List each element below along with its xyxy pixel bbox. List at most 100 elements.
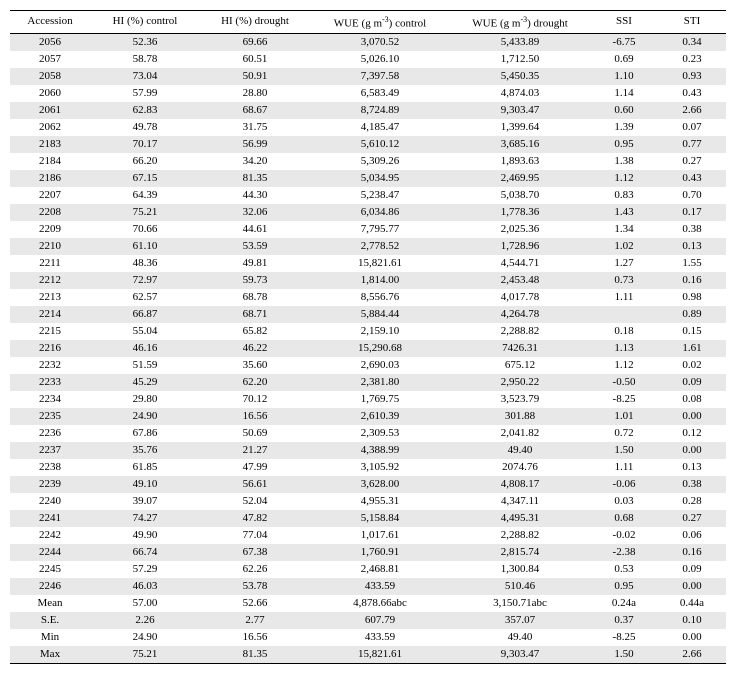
cell-accession: 2244: [10, 544, 90, 561]
cell-accession: 2232: [10, 357, 90, 374]
cell-ssi: 0.37: [590, 612, 658, 629]
cell-ssi: 1.02: [590, 238, 658, 255]
cell-accession: 2245: [10, 561, 90, 578]
cell-sti: 0.27: [658, 153, 726, 170]
cell-wue_drought: 49.40: [450, 442, 590, 459]
cell-wue_control: 15,821.61: [310, 646, 450, 664]
cell-hi_control: 61.10: [90, 238, 200, 255]
cell-wue_drought: 301.88: [450, 408, 590, 425]
cell-ssi: -8.25: [590, 391, 658, 408]
cell-wue_drought: 2,815.74: [450, 544, 590, 561]
cell-wue_control: 2,468.81: [310, 561, 450, 578]
cell-wue_drought: 1,728.96: [450, 238, 590, 255]
cell-hi_control: 45.29: [90, 374, 200, 391]
cell-ssi: 1.50: [590, 442, 658, 459]
table-row: 205873.0450.917,397.585,450.351.100.93: [10, 68, 726, 85]
cell-hi_drought: 32.06: [200, 204, 310, 221]
cell-accession: 2233: [10, 374, 90, 391]
cell-hi_control: 29.80: [90, 391, 200, 408]
cell-accession: 2056: [10, 33, 90, 51]
table-row: 206057.9928.806,583.494,874.031.140.43: [10, 85, 726, 102]
cell-hi_control: 74.27: [90, 510, 200, 527]
cell-wue_control: 8,556.76: [310, 289, 450, 306]
cell-wue_drought: 4,264.78: [450, 306, 590, 323]
cell-ssi: 0.72: [590, 425, 658, 442]
table-header-row: AccessionHI (%) controlHI (%) droughtWUE…: [10, 11, 726, 34]
cell-wue_control: 3,070.52: [310, 33, 450, 51]
cell-wue_drought: 2,025.36: [450, 221, 590, 238]
col-header-accession: Accession: [10, 11, 90, 34]
cell-sti: 1.55: [658, 255, 726, 272]
cell-wue_drought: 675.12: [450, 357, 590, 374]
cell-wue_control: 433.59: [310, 578, 450, 595]
cell-wue_drought: 4,808.17: [450, 476, 590, 493]
cell-hi_drought: 16.56: [200, 629, 310, 646]
cell-sti: 0.17: [658, 204, 726, 221]
cell-sti: 0.89: [658, 306, 726, 323]
table-row: 220764.3944.305,238.475,038.700.830.70: [10, 187, 726, 204]
cell-sti: 0.02: [658, 357, 726, 374]
table-row: 205652.3669.663,070.525,433.89-6.750.34: [10, 33, 726, 51]
cell-hi_control: 57.29: [90, 561, 200, 578]
cell-ssi: 0.18: [590, 323, 658, 340]
cell-wue_drought: 49.40: [450, 629, 590, 646]
cell-wue_drought: 357.07: [450, 612, 590, 629]
cell-sti: 0.07: [658, 119, 726, 136]
table-row: 221061.1053.592,778.521,728.961.020.13: [10, 238, 726, 255]
cell-accession: 2208: [10, 204, 90, 221]
cell-hi_drought: 44.61: [200, 221, 310, 238]
cell-ssi: -0.02: [590, 527, 658, 544]
cell-ssi: 1.11: [590, 289, 658, 306]
cell-sti: 0.06: [658, 527, 726, 544]
cell-accession: 2214: [10, 306, 90, 323]
cell-wue_drought: 3,150.71abc: [450, 595, 590, 612]
table-row: 223429.8070.121,769.753,523.79-8.250.08: [10, 391, 726, 408]
cell-hi_control: 2.26: [90, 612, 200, 629]
table-row: 218667.1581.355,034.952,469.951.120.43: [10, 170, 726, 187]
cell-ssi: -0.50: [590, 374, 658, 391]
cell-wue_control: 1,814.00: [310, 272, 450, 289]
cell-wue_drought: 5,450.35: [450, 68, 590, 85]
cell-hi_drought: 46.22: [200, 340, 310, 357]
col-header-hi_drought: HI (%) drought: [200, 11, 310, 34]
cell-wue_control: 6,583.49: [310, 85, 450, 102]
cell-ssi: 1.11: [590, 459, 658, 476]
cell-wue_control: 5,309.26: [310, 153, 450, 170]
cell-accession: 2209: [10, 221, 90, 238]
table-row: 221646.1646.2215,290.687426.311.131.61: [10, 340, 726, 357]
cell-hi_drought: 60.51: [200, 51, 310, 68]
cell-accession: 2238: [10, 459, 90, 476]
cell-ssi: 1.13: [590, 340, 658, 357]
cell-hi_drought: 52.04: [200, 493, 310, 510]
cell-sti: 0.43: [658, 170, 726, 187]
cell-ssi: 0.95: [590, 136, 658, 153]
cell-ssi: 1.27: [590, 255, 658, 272]
cell-wue_drought: 2,950.22: [450, 374, 590, 391]
cell-hi_drought: 59.73: [200, 272, 310, 289]
table-row: 220875.2132.066,034.861,778.361.430.17: [10, 204, 726, 221]
table-row: 223524.9016.562,610.39301.881.010.00: [10, 408, 726, 425]
cell-wue_drought: 4,347.11: [450, 493, 590, 510]
cell-wue_drought: 2,469.95: [450, 170, 590, 187]
table-row: 206249.7831.754,185.471,399.641.390.07: [10, 119, 726, 136]
cell-hi_control: 58.78: [90, 51, 200, 68]
cell-accession: Mean: [10, 595, 90, 612]
cell-hi_drought: 67.38: [200, 544, 310, 561]
cell-sti: 0.00: [658, 442, 726, 459]
cell-ssi: 0.83: [590, 187, 658, 204]
cell-wue_drought: 4,017.78: [450, 289, 590, 306]
table-row: 224646.0353.78433.59510.460.950.00: [10, 578, 726, 595]
cell-wue_control: 4,185.47: [310, 119, 450, 136]
col-header-sti: STI: [658, 11, 726, 34]
table-row: 224174.2747.825,158.844,495.310.680.27: [10, 510, 726, 527]
cell-wue_drought: 510.46: [450, 578, 590, 595]
cell-sti: 0.12: [658, 425, 726, 442]
cell-wue_drought: 1,712.50: [450, 51, 590, 68]
cell-wue_drought: 4,544.71: [450, 255, 590, 272]
cell-hi_drought: 49.81: [200, 255, 310, 272]
cell-hi_control: 75.21: [90, 204, 200, 221]
cell-hi_drought: 50.69: [200, 425, 310, 442]
cell-ssi: 1.01: [590, 408, 658, 425]
cell-hi_drought: 28.80: [200, 85, 310, 102]
col-header-wue_control: WUE (g m-3) control: [310, 11, 450, 34]
